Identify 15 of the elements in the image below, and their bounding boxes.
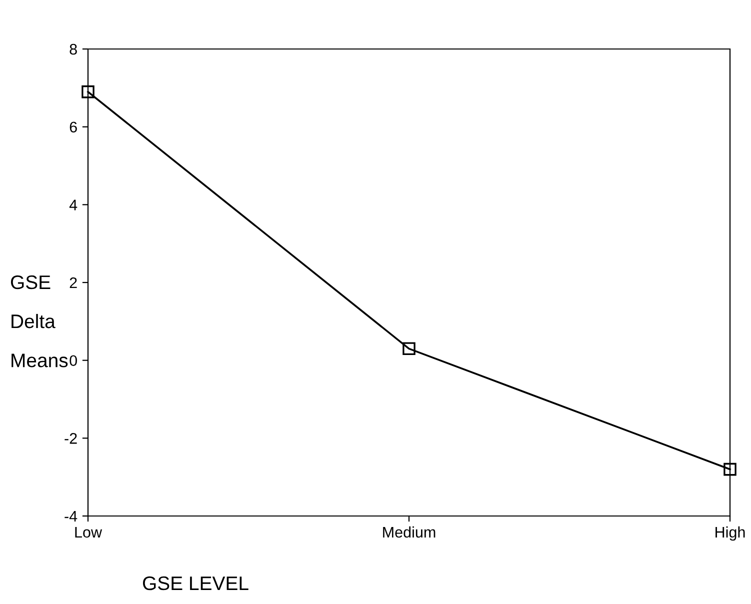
y-tick-label: 6 — [70, 122, 77, 133]
point — [82, 85, 94, 98]
y-tick-label: 8 — [70, 44, 77, 55]
x-axis-title: GSE LEVEL — [142, 576, 248, 590]
y-tick-label: -2 — [64, 433, 77, 444]
x-tick-label: Low — [75, 526, 102, 538]
y-tick-label: 4 — [69, 200, 78, 210]
y-tick-label: 0 — [70, 355, 77, 366]
x-tick-label: High — [716, 526, 745, 541]
x-tick-label: Medium — [383, 526, 436, 538]
text: GSE Delta Means — [10, 275, 68, 368]
point — [724, 462, 736, 476]
point — [402, 342, 416, 356]
y-tick-label: -4 — [64, 511, 78, 522]
y-tick-label: 2 — [70, 277, 77, 288]
